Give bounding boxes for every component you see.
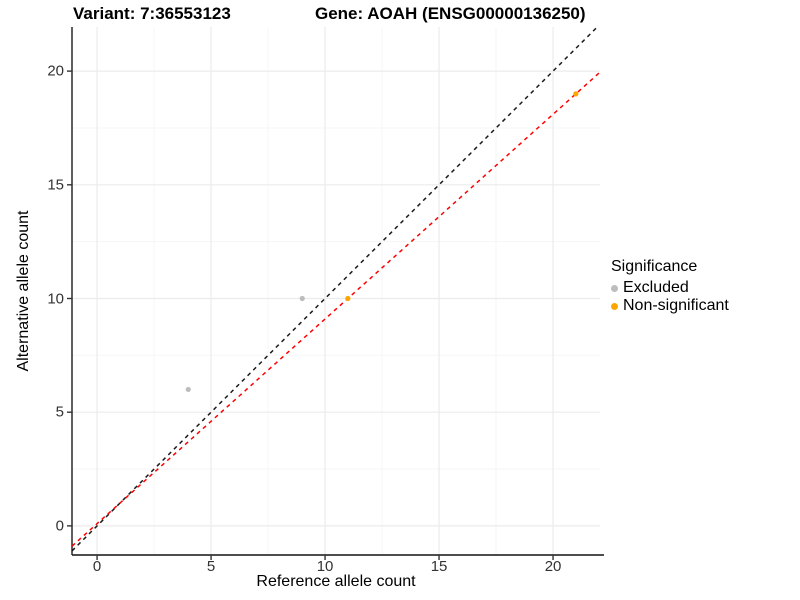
x-tick-label: 0: [92, 558, 102, 575]
variant-title: Variant: 7:36553123: [73, 4, 231, 23]
fit-line: [71, 71, 601, 547]
x-tick-label: 20: [544, 558, 562, 575]
legend-item-label: Non-significant: [623, 297, 729, 314]
x-axis-label: Reference allele count: [256, 573, 416, 590]
y-tick-label: 20: [47, 62, 64, 80]
data-point-excluded: [299, 295, 305, 302]
legend-item-label: Excluded: [623, 279, 689, 296]
identity-line: [71, 26, 598, 552]
legend: Significance Excluded Non-significant: [611, 258, 729, 315]
data-point-non-significant: [345, 295, 351, 302]
gene-title: Gene: AOAH (ENSG00000136250): [315, 4, 586, 23]
y-tick-label: 15: [47, 176, 64, 194]
y-tick-label: 10: [47, 290, 64, 307]
non-significant-dot-icon: [611, 302, 618, 310]
legend-title: Significance: [611, 258, 698, 275]
data-point-non-significant: [573, 91, 579, 97]
y-tick-label: 5: [55, 403, 64, 421]
excluded-dot-icon: [611, 284, 618, 292]
legend-item-nonsignificant: Non-significant: [611, 297, 729, 315]
x-tick-label: 10: [316, 558, 334, 575]
legend-item-excluded: Excluded: [611, 279, 729, 297]
data-point-excluded: [185, 386, 191, 393]
x-tick-label: 15: [430, 558, 448, 575]
y-tick-label: 0: [55, 517, 64, 535]
x-tick-label: 5: [206, 558, 216, 575]
